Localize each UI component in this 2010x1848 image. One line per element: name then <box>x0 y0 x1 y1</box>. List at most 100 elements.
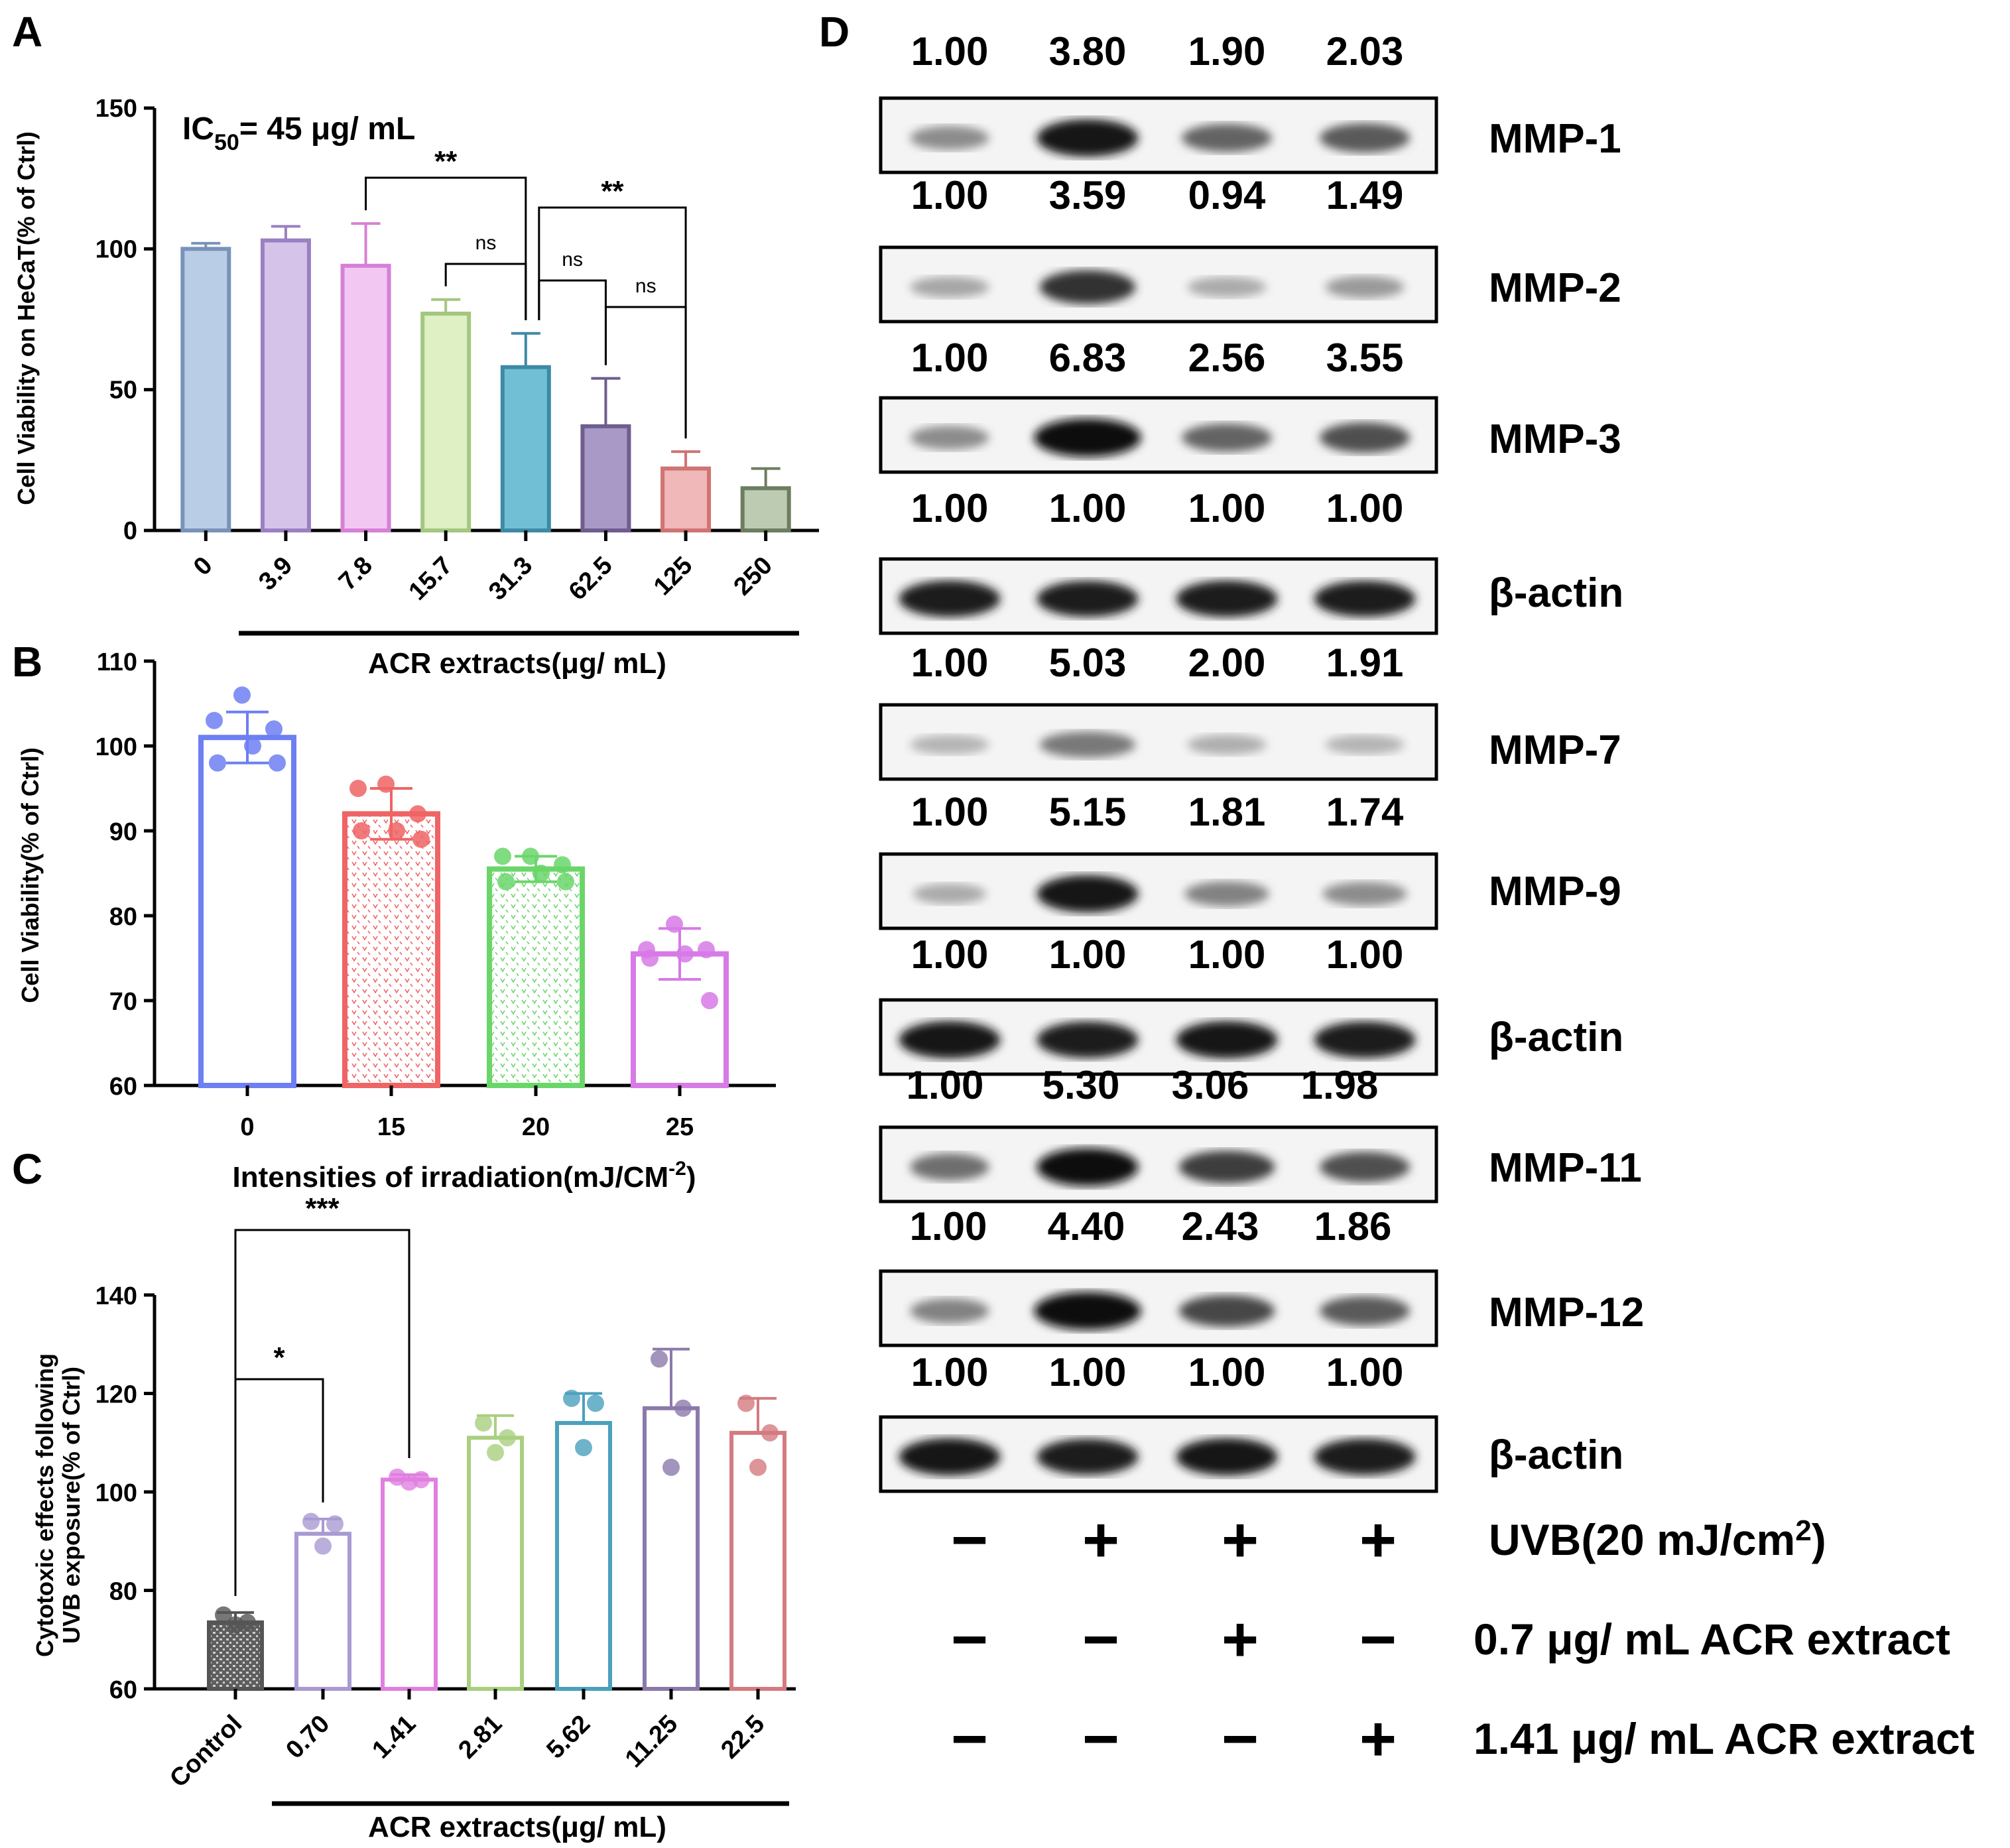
blot-band <box>910 1298 989 1324</box>
blot-label: MMP-7 <box>1489 727 1621 773</box>
blot-row-4: 1.00 1.00 1.00 1.00 β-actin <box>879 486 1623 635</box>
blot-value: 1.00 <box>1326 1350 1404 1394</box>
chart-b-point <box>533 865 550 882</box>
chart-c-point <box>737 1394 755 1412</box>
chart-c-bar <box>467 1436 524 1691</box>
chart-c-xtick-label: Control <box>164 1710 247 1793</box>
chart-c-ytick-label: 60 <box>109 1676 137 1704</box>
chart-b-point <box>388 822 405 839</box>
blot-value: 1.00 <box>911 790 989 834</box>
blot-value: 6.83 <box>1049 336 1127 380</box>
blot-value: 1.86 <box>1314 1204 1392 1249</box>
blot-band <box>1036 1021 1139 1058</box>
blot-band <box>1034 418 1141 457</box>
treatment-sign: + <box>1082 1505 1119 1575</box>
chart-b-point <box>206 711 223 729</box>
panel-letter-c: C <box>12 1145 42 1193</box>
chart-c-ylabel-line1: Cytotoxic effects following <box>31 1353 58 1657</box>
chart-b-point <box>666 915 683 933</box>
chart-b-xtick-label: 15 <box>377 1113 405 1141</box>
blot-band <box>1182 123 1272 153</box>
blot-label: β-actin <box>1489 1432 1623 1478</box>
blot-row-8: 1.00 5.30 3.06 1.98 MMP-11 <box>879 1063 1642 1203</box>
chart-a-xtick-label: 250 <box>729 552 779 601</box>
blot-label: MMP-1 <box>1489 116 1621 162</box>
blot-value: 3.59 <box>1049 173 1127 217</box>
blot-value: 1.00 <box>1326 486 1404 530</box>
blot-row-2: 1.00 3.59 0.94 1.49 MMP-2 <box>879 173 1621 324</box>
blot-band <box>910 1153 989 1181</box>
blot-band <box>899 1438 1001 1476</box>
chart-b-xtick-label: 20 <box>522 1113 550 1141</box>
blot-value: 1.00 <box>911 29 989 74</box>
blot-band <box>1320 422 1410 454</box>
chart-a-xtick-label: 31.3 <box>483 552 538 606</box>
treatment-sign: − <box>951 1604 988 1675</box>
blot-value: 1.00 <box>1326 932 1404 977</box>
treatment-sign: − <box>1082 1703 1119 1774</box>
chart-c-xtick-label: 5.62 <box>541 1710 596 1764</box>
treatment-sign: − <box>1082 1604 1119 1675</box>
blot-value: 4.40 <box>1048 1204 1125 1249</box>
blot-value: 1.00 <box>1188 932 1266 977</box>
chart-b: Cell Viability(% of Ctrl) Intensities of… <box>17 648 776 1194</box>
blot-label: β-actin <box>1489 570 1623 616</box>
blot-band <box>1320 123 1410 153</box>
blot-value: 1.00 <box>1049 486 1127 530</box>
blot-value: 1.49 <box>1326 173 1404 217</box>
chart-b-point <box>233 686 251 704</box>
ic50-annotation: IC50= 45 μg/ mL <box>182 111 415 155</box>
blot-value: 1.00 <box>911 1350 989 1394</box>
blot-row-5: 1.00 5.03 2.00 1.91 MMP-7 <box>879 641 1621 781</box>
chart-c-point <box>761 1424 779 1442</box>
chart-b-point <box>557 873 574 891</box>
blot-value: 1.00 <box>1188 486 1266 530</box>
chart-a-xtick-label: 7.8 <box>334 552 378 596</box>
blot-band <box>1036 580 1139 617</box>
panel-letter-a: A <box>12 8 42 56</box>
chart-b-point <box>409 805 426 823</box>
blot-value: 5.30 <box>1042 1063 1120 1107</box>
chart-c-point <box>215 1606 232 1624</box>
blot-band <box>1314 1021 1416 1058</box>
chart-b-ytick-label: 100 <box>95 733 137 761</box>
treatment-label: 0.7 μg/ mL ACR extract <box>1474 1615 1950 1664</box>
chart-a-significance-label: ** <box>601 175 624 208</box>
treatment-sign: − <box>1222 1703 1259 1774</box>
blot-value: 1.00 <box>1049 1350 1127 1394</box>
blot-band <box>1187 277 1267 298</box>
chart-c-point <box>499 1429 516 1447</box>
blot-band <box>899 1020 1001 1059</box>
chart-a-significance-label: ns <box>635 275 657 297</box>
blot-value: 2.00 <box>1188 641 1266 685</box>
chart-c-ytick-label: 120 <box>95 1381 137 1409</box>
blot-band <box>1178 1295 1275 1327</box>
blot-band <box>1034 1292 1141 1330</box>
blot-value: 1.91 <box>1326 641 1404 685</box>
treatment-sign: − <box>1359 1604 1397 1675</box>
blot-band <box>1325 276 1405 298</box>
blot-value: 1.00 <box>1049 932 1127 977</box>
chart-c-significance-label: * <box>273 1341 285 1374</box>
treatment-sign: + <box>1359 1703 1397 1774</box>
western-blot-panel: 1.00 3.80 1.90 2.03 MMP-1 1.00 3.59 0.94 1.49 MMP… <box>879 29 1975 1774</box>
blot-band <box>910 426 989 450</box>
chart-b-point <box>494 847 511 865</box>
chart-b-point <box>269 754 286 772</box>
blot-value: 2.56 <box>1188 336 1266 380</box>
treatment-sign: + <box>1359 1505 1397 1575</box>
blot-label: MMP-3 <box>1489 416 1621 462</box>
chart-b-bar <box>198 735 296 1088</box>
chart-b-point <box>676 945 694 963</box>
blot-band <box>1187 734 1267 755</box>
chart-b-point <box>701 992 718 1009</box>
chart-c-xtick-label: 22.5 <box>716 1710 770 1764</box>
chart-b-xtick-label: 25 <box>666 1113 694 1141</box>
chart-c-point <box>587 1394 604 1412</box>
chart-a-comparison-bracket <box>538 206 687 439</box>
chart-b-point <box>353 822 370 839</box>
blot-band <box>1176 580 1278 617</box>
chart-c-xlabel: ACR extracts(μg/ mL) <box>368 1811 666 1843</box>
chart-b-ytick-label: 60 <box>109 1073 137 1101</box>
chart-b-xlabel: Intensities of irradiation(mJ/CM-2) <box>233 1158 696 1194</box>
